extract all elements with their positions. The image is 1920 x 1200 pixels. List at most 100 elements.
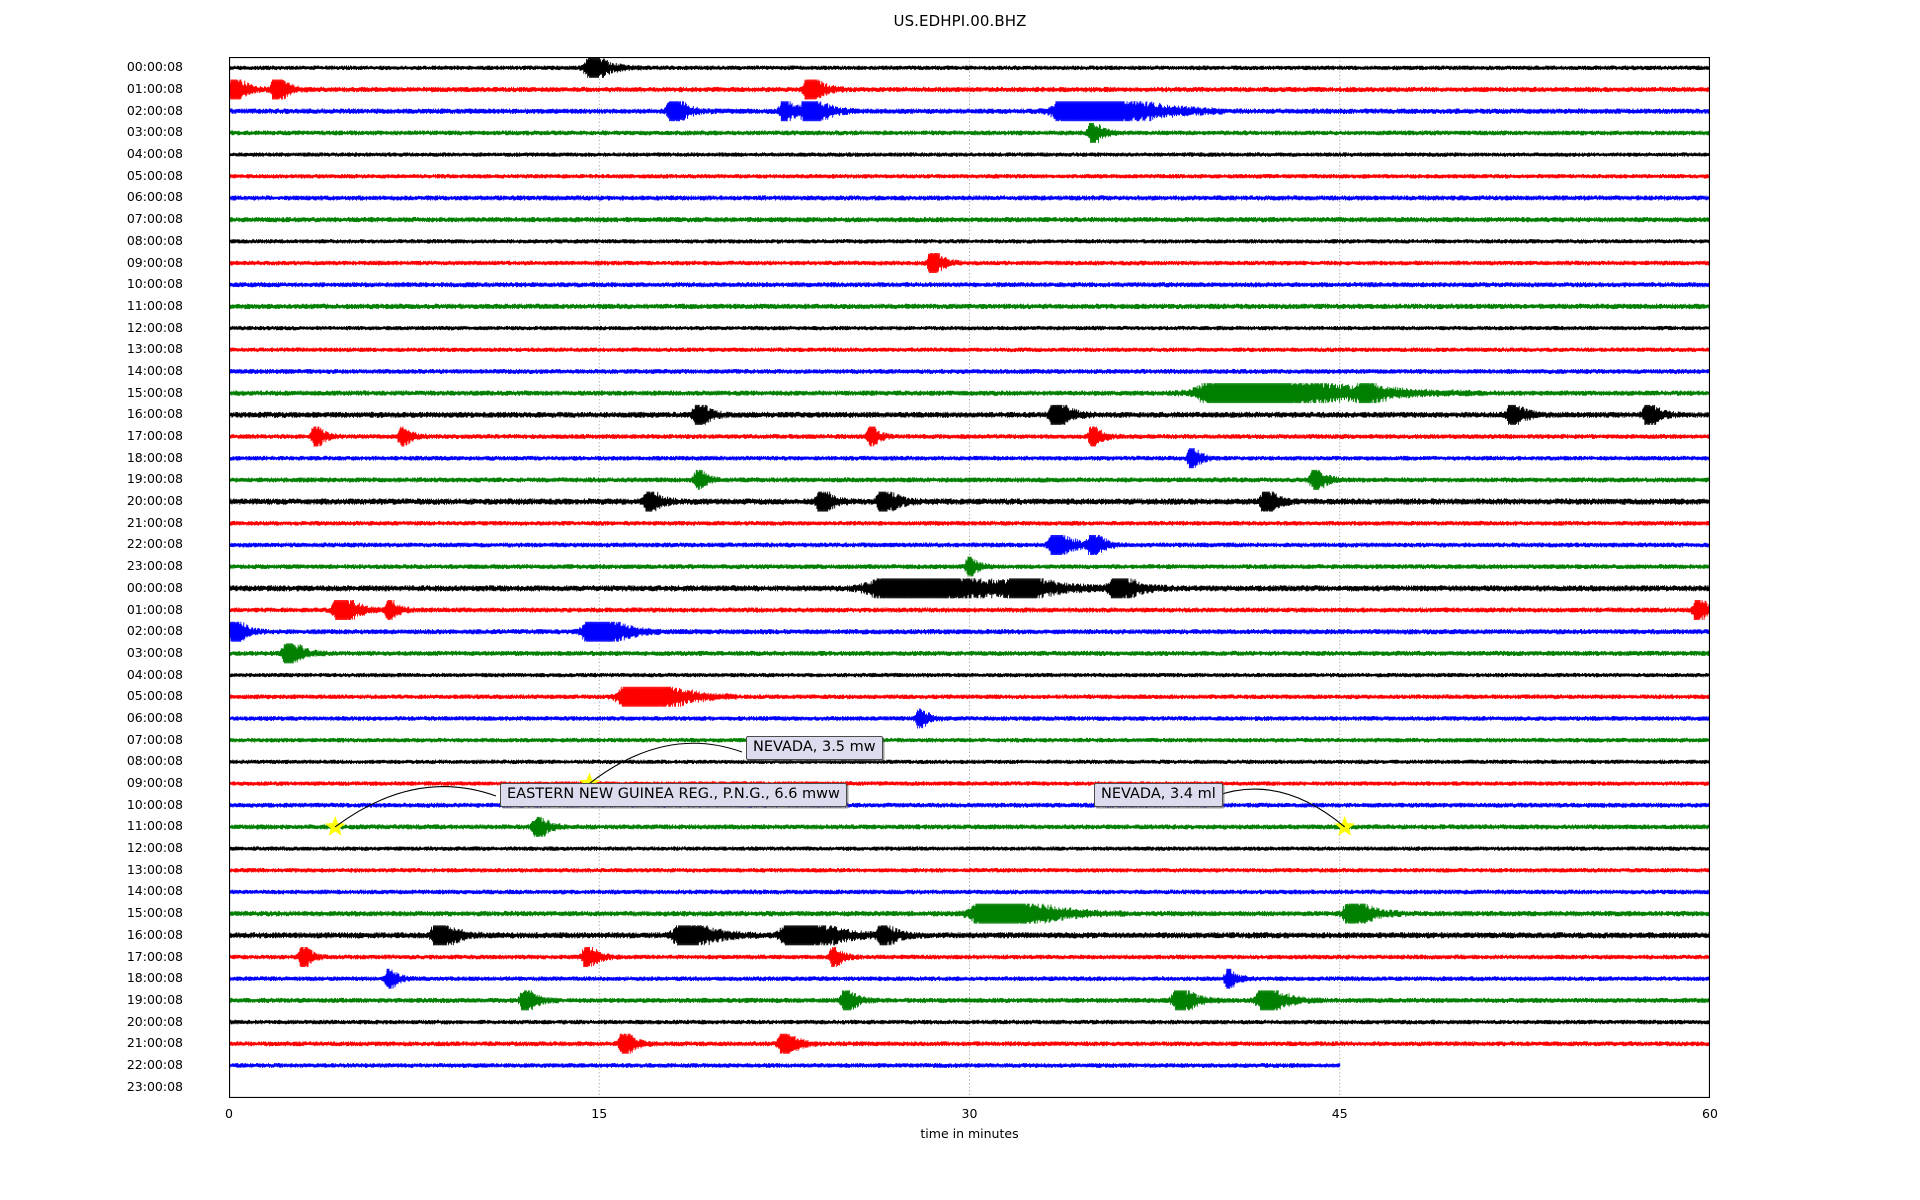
y-tick-label: 17:00:08: [126, 428, 183, 444]
seismic-trace: [229, 404, 1710, 425]
y-tick-label: 09:00:08: [126, 775, 183, 791]
y-tick-label: 03:00:08: [126, 124, 183, 140]
axes-frame: [229, 57, 1710, 1098]
x-tick-label: 30: [961, 1106, 978, 1121]
y-tick-label: 08:00:08: [126, 753, 183, 769]
seismic-trace: [229, 253, 1710, 274]
y-tick-label: 13:00:08: [126, 341, 183, 357]
y-tick-label: 05:00:08: [126, 688, 183, 704]
trace-lines: [229, 57, 1710, 1069]
seismic-trace: [229, 57, 1710, 78]
y-tick-label: 18:00:08: [126, 970, 183, 986]
seismic-trace: [229, 556, 1710, 577]
seismic-trace: [229, 79, 1710, 100]
y-tick-label: 00:00:08: [126, 59, 183, 75]
y-tick-label: 11:00:08: [126, 818, 183, 834]
seismic-trace: [229, 469, 1710, 490]
seismogram-canvas: [229, 57, 1710, 1098]
page-title: US.EDHPI.00.BHZ: [893, 12, 1027, 30]
x-tick-label: 0: [225, 1106, 233, 1121]
y-tick-label: 21:00:08: [126, 1035, 183, 1051]
y-tick-label: 10:00:08: [126, 796, 183, 812]
seismic-trace: [229, 383, 1710, 404]
seismic-trace: [229, 781, 1710, 786]
y-tick-label: 02:00:08: [126, 102, 183, 118]
seismic-trace: [229, 347, 1710, 353]
seismic-trace: [229, 889, 1710, 895]
y-tick-label: 01:00:08: [126, 81, 183, 97]
seismic-trace: [229, 368, 1710, 375]
y-tick-label: 15:00:08: [126, 905, 183, 921]
y-tick-label: 22:00:08: [126, 1056, 183, 1072]
annotation-arrow: [334, 786, 497, 828]
y-tick-label: 05:00:08: [126, 167, 183, 183]
seismic-trace: [229, 282, 1710, 288]
annotation-arrow: [1215, 788, 1346, 828]
seismic-trace: [229, 238, 1710, 244]
plot-axes: [229, 57, 1710, 1098]
seismic-trace: [229, 173, 1710, 179]
seismic-trace: [229, 990, 1710, 1011]
y-tick-label: 20:00:08: [126, 1013, 183, 1029]
y-tick-label: 10:00:08: [126, 276, 183, 292]
seismic-trace: [229, 846, 1710, 851]
y-tick-label: 08:00:08: [126, 232, 183, 248]
y-tick-label: 01:00:08: [126, 601, 183, 617]
y-tick-label: 13:00:08: [126, 861, 183, 877]
seismic-trace: [229, 426, 1710, 447]
y-tick-label: 07:00:08: [126, 731, 183, 747]
y-tick-label: 19:00:08: [126, 991, 183, 1007]
x-axis-label: time in minutes: [920, 1126, 1019, 1141]
y-tick-label: 12:00:08: [126, 319, 183, 335]
y-tick-label: 14:00:08: [126, 883, 183, 899]
annotation-arrows: [334, 742, 1346, 828]
y-tick-label: 12:00:08: [126, 840, 183, 856]
seismic-trace: [229, 621, 1710, 642]
seismic-trace: [229, 520, 1710, 526]
seismic-trace: [229, 708, 1710, 729]
event-star-marker[interactable]: [578, 772, 600, 793]
y-tick-label: 14:00:08: [126, 362, 183, 378]
seismic-trace: [229, 101, 1710, 122]
x-tick-label: 60: [1702, 1106, 1718, 1121]
event-star-marker[interactable]: [324, 815, 346, 836]
seismic-trace: [229, 816, 1710, 837]
y-tick-label: 11:00:08: [126, 297, 183, 313]
seismic-trace: [229, 303, 1710, 310]
seismic-trace: [229, 759, 1710, 765]
seismic-trace: [229, 737, 1710, 743]
y-tick-label: 02:00:08: [126, 623, 183, 639]
seismic-trace: [229, 802, 1710, 808]
y-tick-label: 21:00:08: [126, 514, 183, 530]
seismic-trace: [229, 672, 1710, 678]
seismic-trace: [229, 195, 1710, 201]
y-tick-label: 19:00:08: [126, 471, 183, 487]
event-star-marker[interactable]: [1334, 815, 1356, 836]
event-annotation-label[interactable]: NEVADA, 3.4 ml: [1094, 783, 1223, 808]
seismic-trace: [229, 1062, 1341, 1069]
seismic-trace: [229, 1019, 1710, 1025]
seismic-trace: [229, 152, 1710, 157]
y-tick-label: 23:00:08: [126, 558, 183, 574]
seismic-trace: [229, 867, 1710, 873]
seismic-trace: [229, 491, 1710, 512]
y-tick-label: 23:00:08: [126, 1078, 183, 1094]
seismic-trace: [229, 903, 1710, 924]
seismic-trace: [229, 925, 1710, 946]
y-tick-label: 18:00:08: [126, 449, 183, 465]
y-tick-label: 06:00:08: [126, 709, 183, 725]
seismic-trace: [229, 643, 1710, 664]
event-annotation-label[interactable]: EASTERN NEW GUINEA REG., P.N.G., 6.6 mww: [500, 783, 847, 808]
event-annotation-label[interactable]: NEVADA, 3.5 mw: [746, 736, 883, 761]
y-tick-label: 04:00:08: [126, 666, 183, 682]
y-tick-label: 15:00:08: [126, 384, 183, 400]
y-tick-label: 09:00:08: [126, 254, 183, 270]
seismic-trace: [229, 686, 1710, 707]
y-tick-label: 17:00:08: [126, 948, 183, 964]
y-tick-label: 06:00:08: [126, 189, 183, 205]
seismic-trace: [229, 600, 1710, 621]
seismic-trace: [229, 122, 1710, 143]
y-tick-label: 03:00:08: [126, 644, 183, 660]
y-tick-label: 16:00:08: [126, 406, 183, 422]
